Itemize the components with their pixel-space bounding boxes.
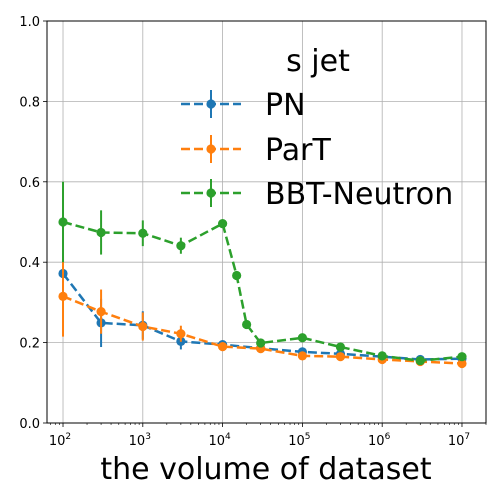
legend-marker (206, 99, 216, 109)
legend-item: BBT-Neutron (181, 177, 453, 212)
data-point (377, 351, 387, 361)
y-tick-label: 0.8 (19, 95, 40, 110)
x-tick-label-base: 10 (288, 434, 305, 449)
x-tick-label: 103 (129, 432, 151, 449)
y-tick-label: 1.0 (19, 15, 40, 30)
legend-item: PN (181, 88, 306, 123)
legend-item: ParT (181, 133, 331, 168)
legend-label: PN (265, 88, 306, 123)
legend-marker (206, 188, 216, 198)
data-point (335, 352, 346, 362)
x-tick-label: 104 (208, 432, 231, 449)
plot-frame (46, 20, 487, 424)
series-layer (58, 181, 467, 369)
legend: s jet PN ParT BBT-Neutron (181, 44, 453, 212)
y-tick-label: 0.6 (19, 176, 40, 191)
x-tick-label-base: 10 (448, 434, 465, 449)
y-tick-label: 0.2 (19, 337, 40, 352)
x-tick-label-exponent: 7 (464, 432, 470, 442)
data-point (176, 241, 186, 251)
data-point (415, 356, 425, 366)
series-part (58, 256, 467, 369)
data-point (138, 321, 148, 332)
x-tick-label-base: 10 (49, 434, 66, 449)
legend-label: ParT (265, 133, 331, 168)
data-point (96, 227, 106, 238)
legend-title: s jet (286, 44, 350, 79)
x-tick-label-exponent: 3 (145, 432, 151, 442)
data-point (58, 217, 68, 227)
data-point (96, 307, 106, 317)
x-tick-label-base: 10 (129, 434, 146, 449)
data-point (297, 351, 307, 361)
x-tick-label: 107 (448, 432, 470, 449)
series-line (62, 295, 463, 365)
x-tick-label-exponent: 2 (65, 432, 71, 442)
data-point (335, 342, 346, 352)
data-point (217, 219, 228, 229)
x-tick-label: 105 (288, 432, 310, 449)
data-point (457, 358, 467, 369)
data-point (232, 270, 242, 281)
data-point (457, 352, 467, 362)
data-point (242, 319, 252, 330)
x-tick-label: 102 (49, 432, 71, 449)
data-point (297, 333, 307, 343)
x-axis-label: the volume of dataset (100, 452, 432, 487)
series-bbt-neutron (58, 181, 467, 366)
y-tick-label: 0.0 (19, 417, 40, 432)
data-point (217, 342, 228, 352)
x-tick-label-exponent: 4 (225, 432, 231, 442)
x-tick-label-exponent: 5 (305, 432, 311, 442)
data-point (256, 338, 266, 348)
y-tick-label: 0.4 (19, 256, 40, 271)
x-tick-label-exponent: 6 (385, 432, 391, 442)
data-point (58, 291, 68, 301)
legend-label: BBT-Neutron (265, 177, 453, 212)
x-tick-label-base: 10 (208, 434, 225, 449)
data-point (176, 329, 186, 339)
legend-marker (206, 144, 216, 154)
x-tick-label: 106 (368, 432, 391, 449)
data-point (138, 228, 148, 238)
x-tick-label-base: 10 (368, 434, 385, 449)
